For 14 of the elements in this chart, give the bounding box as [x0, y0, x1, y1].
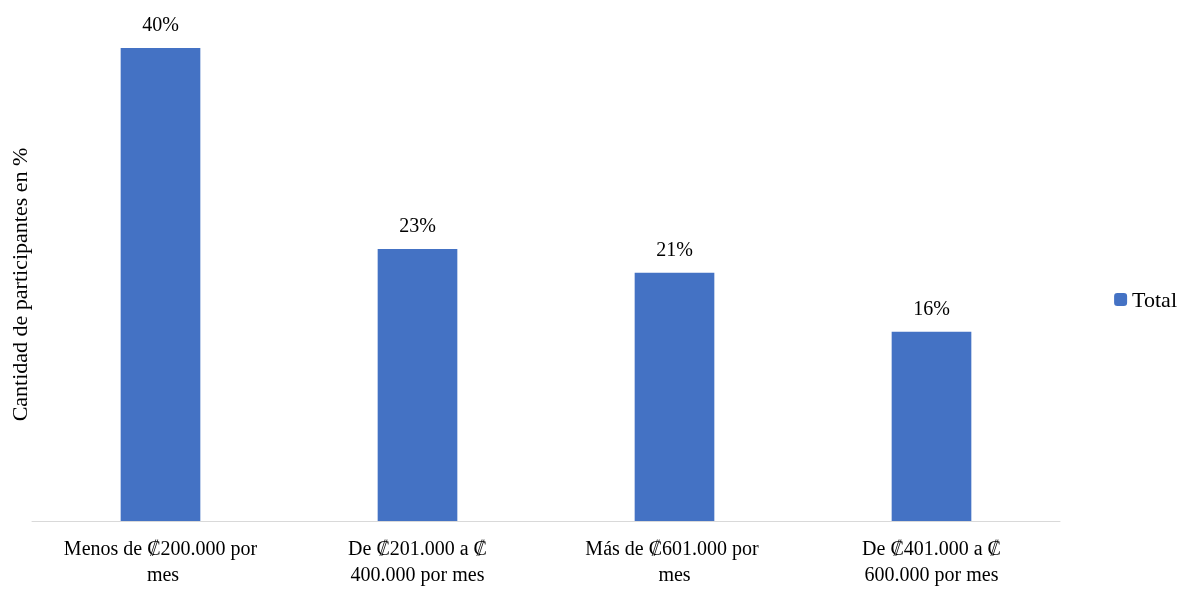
x-tick-label: Menos de ₡200.000 por mes — [63, 537, 258, 585]
text: 21% — [656, 237, 693, 260]
bar — [120, 48, 201, 521]
bar — [891, 331, 972, 521]
x-tick-label: De ₡201.000 a ₡400.000 por mes — [348, 537, 487, 586]
x-tick-label: De ₡401.000 a ₡600.000 por mes — [862, 537, 1001, 586]
legend-label: Total — [1132, 287, 1178, 312]
bar — [634, 272, 715, 521]
y-axis-title: Cantidad de participantes en % — [6, 147, 32, 422]
bar — [377, 249, 458, 521]
text: 16% — [913, 296, 950, 319]
x-tick-label: Más de ₡601.000 por mes — [585, 537, 764, 585]
text: 40% — [142, 13, 179, 35]
text: 23% — [399, 214, 436, 237]
